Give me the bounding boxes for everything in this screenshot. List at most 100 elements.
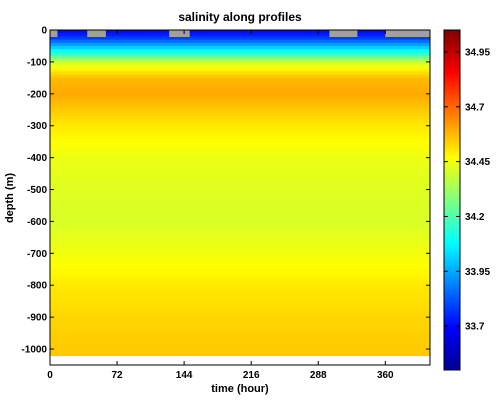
field-band: [50, 141, 430, 146]
y-tick-label: -900: [27, 313, 47, 324]
field-band: [50, 93, 430, 98]
field-band: [50, 266, 430, 270]
chart-title: salinity along profiles: [178, 10, 302, 24]
field-band: [50, 119, 430, 124]
field-band: [50, 39, 430, 44]
field-band: [50, 275, 430, 280]
field-band: [50, 45, 430, 50]
field-band: [50, 90, 430, 95]
no-data-patch: [385, 30, 430, 37]
field-band: [50, 237, 430, 242]
colorbar-tick-label: 33.7: [465, 322, 485, 333]
field-band: [50, 310, 430, 315]
y-tick-label: -600: [27, 217, 47, 228]
y-axis: 0 -100 -200 -300 -400 -500 -600 -700 -800 -900 -10…: [21, 26, 430, 356]
field-band: [50, 218, 430, 223]
field-band: [50, 278, 430, 283]
y-tick-label: -300: [27, 121, 47, 132]
field-band: [50, 291, 430, 296]
field-band: [50, 221, 430, 226]
colorbar: [443, 29, 461, 371]
field-band: [50, 132, 430, 136]
field-band: [50, 294, 430, 299]
field-band: [50, 157, 430, 162]
field-band: [50, 208, 430, 213]
y-tick-label: -100: [27, 57, 47, 68]
field-band: [50, 192, 430, 197]
field-band: [50, 122, 430, 127]
field-band: [50, 288, 430, 293]
field-band: [50, 211, 430, 216]
field-band: [50, 301, 430, 305]
field-band: [50, 352, 430, 357]
field-band: [50, 326, 430, 331]
field-band: [50, 320, 430, 325]
field-band: [50, 272, 430, 277]
x-tick-label: 144: [176, 370, 193, 381]
field-band: [50, 250, 430, 254]
field-band: [50, 112, 430, 117]
colorbar-ticks: 34.95 34.7 34.45 34.2 33.95 33.7: [444, 47, 490, 333]
field-band: [50, 36, 430, 41]
no-data-patch: [87, 30, 106, 37]
field-band: [50, 298, 430, 302]
field-band: [50, 231, 430, 235]
colorbar-tick-label: 33.95: [465, 267, 490, 278]
field-band: [50, 160, 430, 165]
field-band: [50, 339, 430, 344]
field-band: [50, 49, 430, 53]
field-band: [50, 285, 430, 290]
x-tick-label: 288: [310, 370, 327, 381]
field-band: [50, 323, 430, 328]
x-tick-label: 0: [47, 370, 53, 381]
field-band: [50, 215, 430, 219]
field-band: [50, 106, 430, 111]
field-band: [50, 195, 430, 200]
y-tick-label: -400: [27, 153, 47, 164]
field-band: [50, 183, 430, 187]
field-band: [50, 246, 430, 251]
field-band: [50, 154, 430, 159]
y-tick-label: -700: [27, 249, 47, 260]
x-tick-label: 216: [243, 370, 260, 381]
field-band: [50, 138, 430, 143]
field-band: [50, 282, 430, 286]
field-band: [50, 202, 430, 207]
field-band: [50, 253, 430, 258]
field-band: [50, 345, 430, 350]
field-band: [50, 128, 430, 133]
field-band: [50, 179, 430, 184]
field-band: [50, 71, 430, 76]
field-band: [50, 103, 430, 108]
field-band: [50, 61, 430, 66]
colorbar-tick-label: 34.95: [465, 47, 490, 58]
field-band: [50, 256, 430, 261]
field-band: [50, 52, 430, 57]
field-band: [50, 336, 430, 341]
x-tick-label: 72: [111, 370, 123, 381]
field-band: [50, 205, 430, 210]
no-data-patch: [329, 30, 358, 37]
field-band: [50, 125, 430, 130]
x-axis-label: time (hour): [211, 383, 269, 395]
field-band: [50, 33, 430, 37]
y-tick-label: 0: [41, 26, 47, 37]
field-band: [50, 97, 430, 101]
colorbar-tick-label: 34.2: [465, 212, 485, 223]
field-band: [50, 329, 430, 334]
y-tick-label: -200: [27, 89, 47, 100]
field-band: [50, 269, 430, 274]
field-band: [50, 84, 430, 89]
field-band: [50, 74, 430, 79]
field-band: [50, 227, 430, 232]
field-band: [50, 349, 430, 353]
field-band: [50, 116, 430, 120]
field-band: [50, 151, 430, 156]
field-band: [50, 189, 430, 194]
field-band: [50, 68, 430, 73]
field-band: [50, 77, 430, 82]
field-band: [50, 307, 430, 312]
field-band: [50, 224, 430, 229]
field-band: [50, 100, 430, 104]
